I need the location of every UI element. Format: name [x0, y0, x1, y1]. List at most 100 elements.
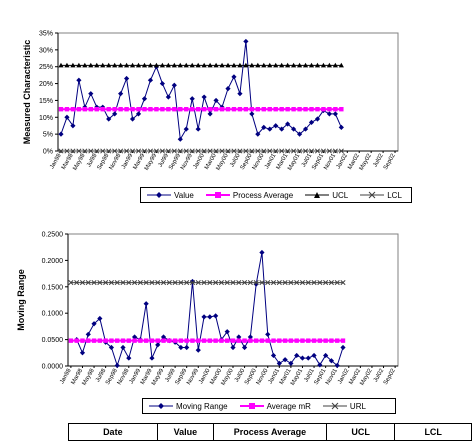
control-data-point — [160, 106, 165, 112]
legend-ucl-marker — [305, 192, 330, 198]
control-plot-area — [57, 32, 399, 152]
table-header-process-average: Process Average — [213, 423, 327, 441]
legend-item-ucl: UCL — [305, 191, 348, 200]
control-y-tick-label: 20% — [39, 81, 53, 88]
control-data-point — [327, 106, 332, 112]
control-data-point — [76, 77, 82, 83]
control-data-point — [106, 62, 112, 68]
control-data-point — [314, 62, 321, 68]
control-data-point — [338, 124, 344, 130]
mr-data-point — [300, 338, 305, 343]
mr-data-point — [80, 338, 85, 343]
control-x-tick-label: Sep02 — [383, 152, 397, 171]
control-data-point — [225, 148, 231, 154]
mr-data-point — [219, 338, 224, 343]
control-data-point — [112, 148, 118, 154]
control-data-point — [339, 106, 344, 112]
control-data-point — [291, 148, 297, 154]
mr-data-point — [109, 338, 114, 343]
mr-data-point — [207, 280, 213, 286]
legend-value-marker — [147, 192, 171, 198]
mr-data-point — [160, 280, 167, 286]
control-data-point — [219, 148, 225, 154]
control-data-point — [314, 116, 321, 122]
control-data-point — [237, 62, 243, 68]
mr-data-point — [126, 280, 132, 286]
control-data-point — [332, 62, 338, 68]
mr-data-point — [329, 338, 334, 343]
control-data-point — [231, 148, 237, 154]
mr-data-point — [317, 338, 323, 343]
control-data-point — [237, 91, 243, 97]
control-data-point — [201, 148, 207, 154]
control-data-point — [297, 106, 302, 112]
control-series-process-average — [58, 106, 344, 112]
control-x-tick-label: May01 — [287, 152, 302, 171]
mr-data-point — [328, 358, 335, 364]
mr-data-point — [294, 338, 299, 343]
control-y-tick-label: 25% — [39, 64, 53, 71]
mr-data-point — [85, 280, 91, 286]
mr-data-point — [328, 280, 334, 286]
control-data-point — [58, 106, 64, 112]
control-data-point — [249, 106, 255, 112]
moving-range-chart: 0.0000 0.0500 0.1000 0.1500 0.2000 0.2500 Movi… — [0, 222, 474, 422]
mr-data-point — [299, 280, 306, 286]
control-data-point — [302, 62, 309, 68]
control-data-point — [130, 148, 136, 154]
mr-data-point — [68, 338, 74, 343]
legend-average-mr-marker — [239, 403, 264, 409]
control-data-point — [237, 148, 243, 154]
mr-data-point — [213, 280, 219, 286]
mr-data-point — [236, 280, 242, 286]
control-data-point — [106, 148, 112, 154]
mr-data-point — [126, 338, 131, 343]
mr-data-point — [68, 280, 74, 286]
mr-data-point — [178, 338, 184, 343]
legend-item-value: Value — [147, 191, 194, 200]
control-data-point — [141, 62, 148, 68]
control-data-point — [58, 148, 64, 154]
mr-y-tick-label: 0.1500 — [42, 284, 64, 291]
mr-data-point — [253, 338, 259, 343]
control-data-point — [70, 148, 76, 154]
mr-data-point — [195, 280, 201, 286]
control-data-point — [183, 126, 189, 132]
control-data-point — [94, 62, 100, 68]
control-data-point — [296, 62, 303, 68]
mr-data-point — [265, 280, 271, 286]
control-data-point — [76, 148, 82, 154]
control-data-point — [64, 114, 70, 120]
control-data-point — [142, 106, 147, 112]
mr-series-url — [68, 280, 346, 286]
control-data-point — [320, 148, 326, 154]
mr-data-point — [155, 280, 161, 286]
control-data-point — [267, 126, 273, 132]
control-data-point — [338, 62, 344, 68]
legend-moving-range-marker — [149, 403, 173, 409]
mr-data-point — [74, 338, 79, 343]
control-data-point — [123, 62, 130, 68]
control-data-point — [231, 74, 237, 80]
control-data-point — [177, 148, 183, 154]
control-data-point — [135, 62, 142, 68]
control-data-point — [70, 106, 76, 112]
control-data-point — [171, 82, 177, 88]
mr-data-point — [143, 280, 149, 286]
mr-data-point — [242, 280, 248, 286]
control-x-tick-label: May00 — [216, 152, 231, 171]
legend-item-process-average: Process Average — [205, 191, 293, 200]
control-x-tick-label: Nov98 — [108, 152, 122, 171]
legend-item-url: URL — [322, 402, 366, 411]
mr-data-point — [190, 338, 195, 343]
mr-y-tick-label: 0.0000 — [42, 364, 64, 371]
mr-data-point — [103, 280, 109, 286]
control-data-point — [124, 106, 129, 112]
mr-data-point — [79, 350, 86, 356]
control-data-point — [314, 148, 321, 154]
control-data-point — [285, 148, 291, 154]
control-chart-svg: 0% 5% 10% 15% 20% 25% 30% 35% Measured Character… — [22, 31, 399, 172]
control-data-point — [273, 62, 279, 68]
control-data-point — [94, 148, 100, 154]
control-data-point — [100, 148, 106, 154]
